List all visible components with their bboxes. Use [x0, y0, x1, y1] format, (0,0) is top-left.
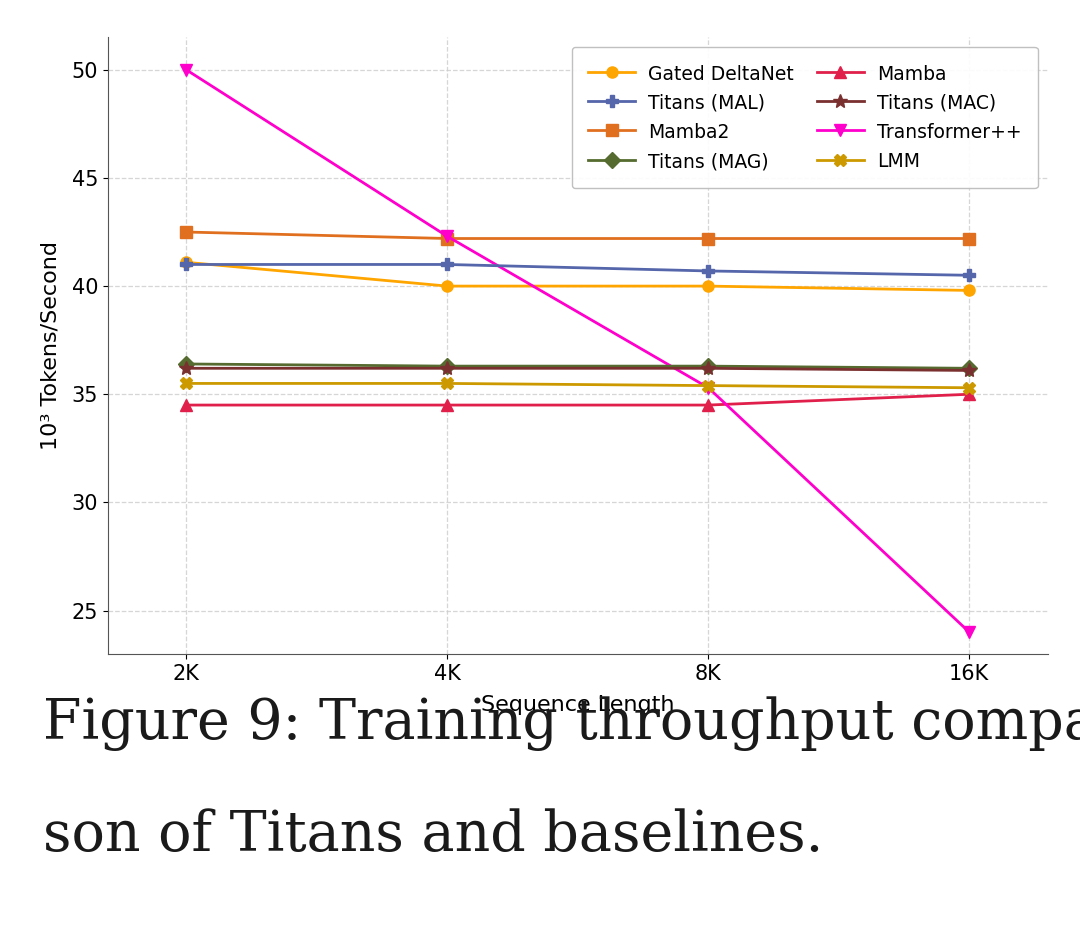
Gated DeltaNet	[179, 257, 192, 268]
Line: Transformer++: Transformer++	[180, 64, 975, 638]
Legend: Gated DeltaNet, Titans (MAL), Mamba2, Titans (MAG), Mamba, Titans (MAC), Transfo: Gated DeltaNet, Titans (MAL), Mamba2, Ti…	[571, 47, 1038, 189]
LMM	[441, 378, 454, 389]
Mamba	[963, 389, 976, 400]
Titans (MAG)	[179, 359, 192, 370]
Mamba	[702, 400, 715, 411]
Gated DeltaNet	[441, 280, 454, 291]
Titans (MAL)	[179, 259, 192, 270]
Text: Figure 9: Training throughput compari-: Figure 9: Training throughput compari-	[43, 696, 1080, 751]
Titans (MAG)	[702, 361, 715, 372]
Line: Titans (MAL): Titans (MAL)	[180, 259, 975, 281]
X-axis label: Sequence Length: Sequence Length	[481, 695, 675, 715]
Line: Titans (MAG): Titans (MAG)	[180, 359, 975, 374]
LMM	[963, 382, 976, 393]
LMM	[702, 380, 715, 391]
Transformer++	[441, 231, 454, 242]
Transformer++	[963, 627, 976, 638]
Line: Titans (MAC): Titans (MAC)	[179, 361, 976, 377]
Transformer++	[702, 382, 715, 393]
Line: Mamba2: Mamba2	[180, 226, 975, 244]
Titans (MAL)	[441, 259, 454, 270]
Y-axis label: 10³ Tokens/Second: 10³ Tokens/Second	[41, 241, 60, 450]
Line: LMM: LMM	[180, 378, 975, 393]
Gated DeltaNet	[702, 280, 715, 291]
Titans (MAG)	[963, 362, 976, 374]
Mamba	[179, 400, 192, 411]
Titans (MAG)	[441, 361, 454, 372]
Titans (MAC)	[702, 362, 715, 374]
Mamba	[441, 400, 454, 411]
Mamba2	[179, 226, 192, 237]
Text: son of Titans and baselines.: son of Titans and baselines.	[43, 808, 824, 863]
Mamba2	[702, 233, 715, 244]
Titans (MAC)	[179, 362, 192, 374]
Mamba2	[441, 233, 454, 244]
LMM	[179, 378, 192, 389]
Gated DeltaNet	[963, 285, 976, 296]
Line: Gated DeltaNet: Gated DeltaNet	[180, 257, 975, 296]
Line: Mamba: Mamba	[180, 389, 975, 411]
Transformer++	[179, 64, 192, 76]
Titans (MAL)	[702, 265, 715, 276]
Titans (MAC)	[441, 362, 454, 374]
Titans (MAL)	[963, 270, 976, 281]
Mamba2	[963, 233, 976, 244]
Titans (MAC)	[963, 365, 976, 376]
